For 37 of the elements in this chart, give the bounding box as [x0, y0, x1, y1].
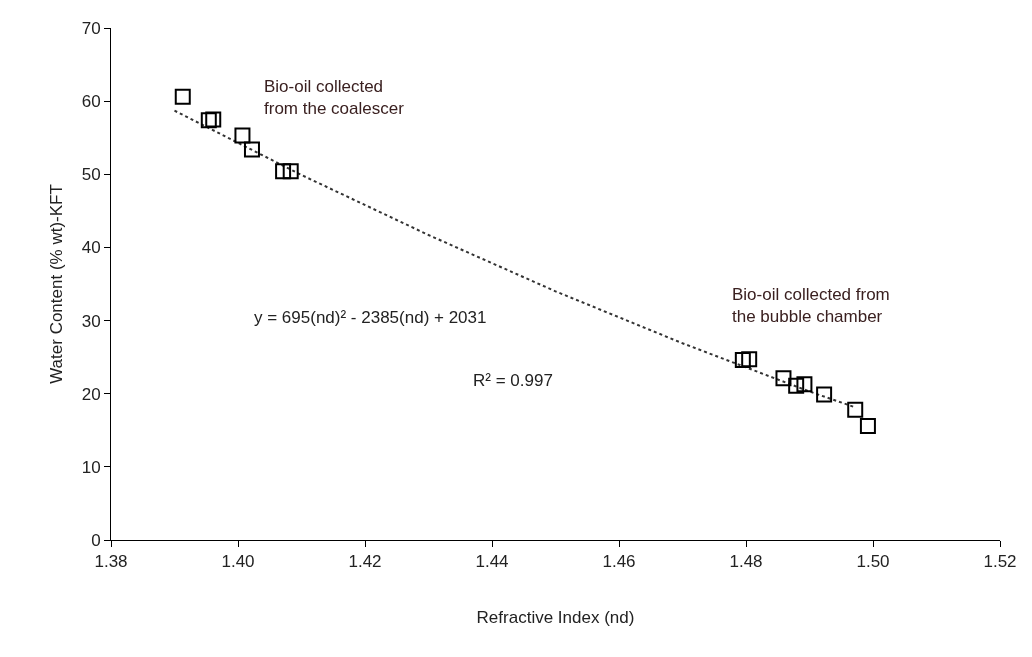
point — [243, 141, 260, 158]
annotation: Bio-oil collected from the coalescer — [264, 77, 405, 119]
y-tick-label: 30 — [81, 311, 101, 331]
point — [775, 370, 792, 387]
point — [205, 111, 222, 128]
x-tick-label: 1.46 — [602, 552, 636, 572]
x-axis-title: Refractive Index (nd) — [476, 607, 635, 627]
x-tick-label: 1.42 — [348, 552, 382, 572]
y-tick-label: 50 — [81, 165, 101, 185]
point — [788, 377, 805, 394]
point — [741, 351, 758, 368]
annotation: R² = 0.997 — [473, 371, 553, 390]
point — [282, 163, 299, 180]
x-tick-label: 1.44 — [475, 552, 509, 572]
point — [796, 376, 813, 393]
y-tick-label: 0 — [91, 530, 101, 550]
x-tick-label: 1.40 — [221, 552, 255, 572]
annotation: Bio-oil collected from the bubble chamber — [732, 285, 890, 327]
x-tick-label: 1.52 — [983, 552, 1017, 572]
y-axis-title: Water Content (% wt)-KFT — [47, 184, 67, 384]
point — [200, 112, 217, 129]
y-tick-label: 70 — [81, 18, 101, 38]
annotation: y = 695(nd)² - 2385(nd) + 2031 — [254, 308, 487, 327]
point — [816, 386, 833, 403]
point — [847, 401, 864, 418]
x-tick-label: 1.48 — [729, 552, 763, 572]
y-tick-label: 10 — [81, 457, 101, 477]
point — [174, 88, 191, 105]
point — [734, 352, 751, 369]
point — [275, 163, 292, 180]
y-tick-label: 60 — [81, 92, 101, 112]
y-tick-label: 40 — [81, 238, 101, 258]
point — [234, 127, 251, 144]
y-tick-label: 20 — [81, 384, 101, 404]
x-tick-label: 1.38 — [94, 552, 128, 572]
x-tick-label: 1.50 — [856, 552, 890, 572]
point — [859, 417, 876, 434]
